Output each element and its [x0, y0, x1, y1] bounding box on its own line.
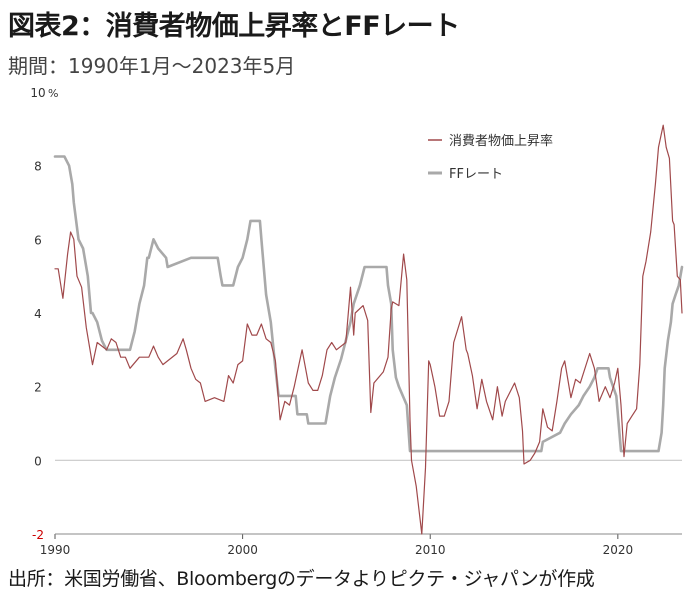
- axes: -2 0 2 4 6 8 10 % 1990 2000 2010 2020: [30, 86, 682, 557]
- y-tick-label: 2: [34, 381, 42, 395]
- y-tick-label: 6: [34, 233, 42, 247]
- x-tick-label: 1990: [40, 543, 71, 557]
- x-tick-label: 2000: [227, 543, 258, 557]
- y-tick-label: 0: [34, 454, 42, 468]
- legend-label: FFレート: [449, 167, 503, 182]
- y-tick-label: 10: [30, 86, 45, 100]
- series-line-ff-rate: [53, 155, 684, 453]
- series-line-cpi: [54, 124, 683, 535]
- chart-title: 図表2：消費者物価上昇率とFFレート: [8, 11, 460, 42]
- source-note: 出所：米国労働省、Bloombergのデータよりピクテ・ジャパンが作成: [8, 568, 595, 590]
- series-layer: [53, 124, 684, 535]
- y-tick-label: 4: [34, 307, 42, 321]
- chart-period: 期間：1990年1月～2023年5月: [8, 54, 296, 78]
- y-axis-unit: %: [48, 87, 58, 100]
- x-tick-label: 2010: [415, 543, 446, 557]
- chart-legend: 消費者物価上昇率 FFレート: [428, 133, 553, 182]
- legend-label: 消費者物価上昇率: [449, 133, 553, 149]
- y-tick-label: -2: [32, 528, 44, 542]
- y-tick-label: 8: [34, 160, 42, 174]
- x-tick-label: 2020: [603, 543, 634, 557]
